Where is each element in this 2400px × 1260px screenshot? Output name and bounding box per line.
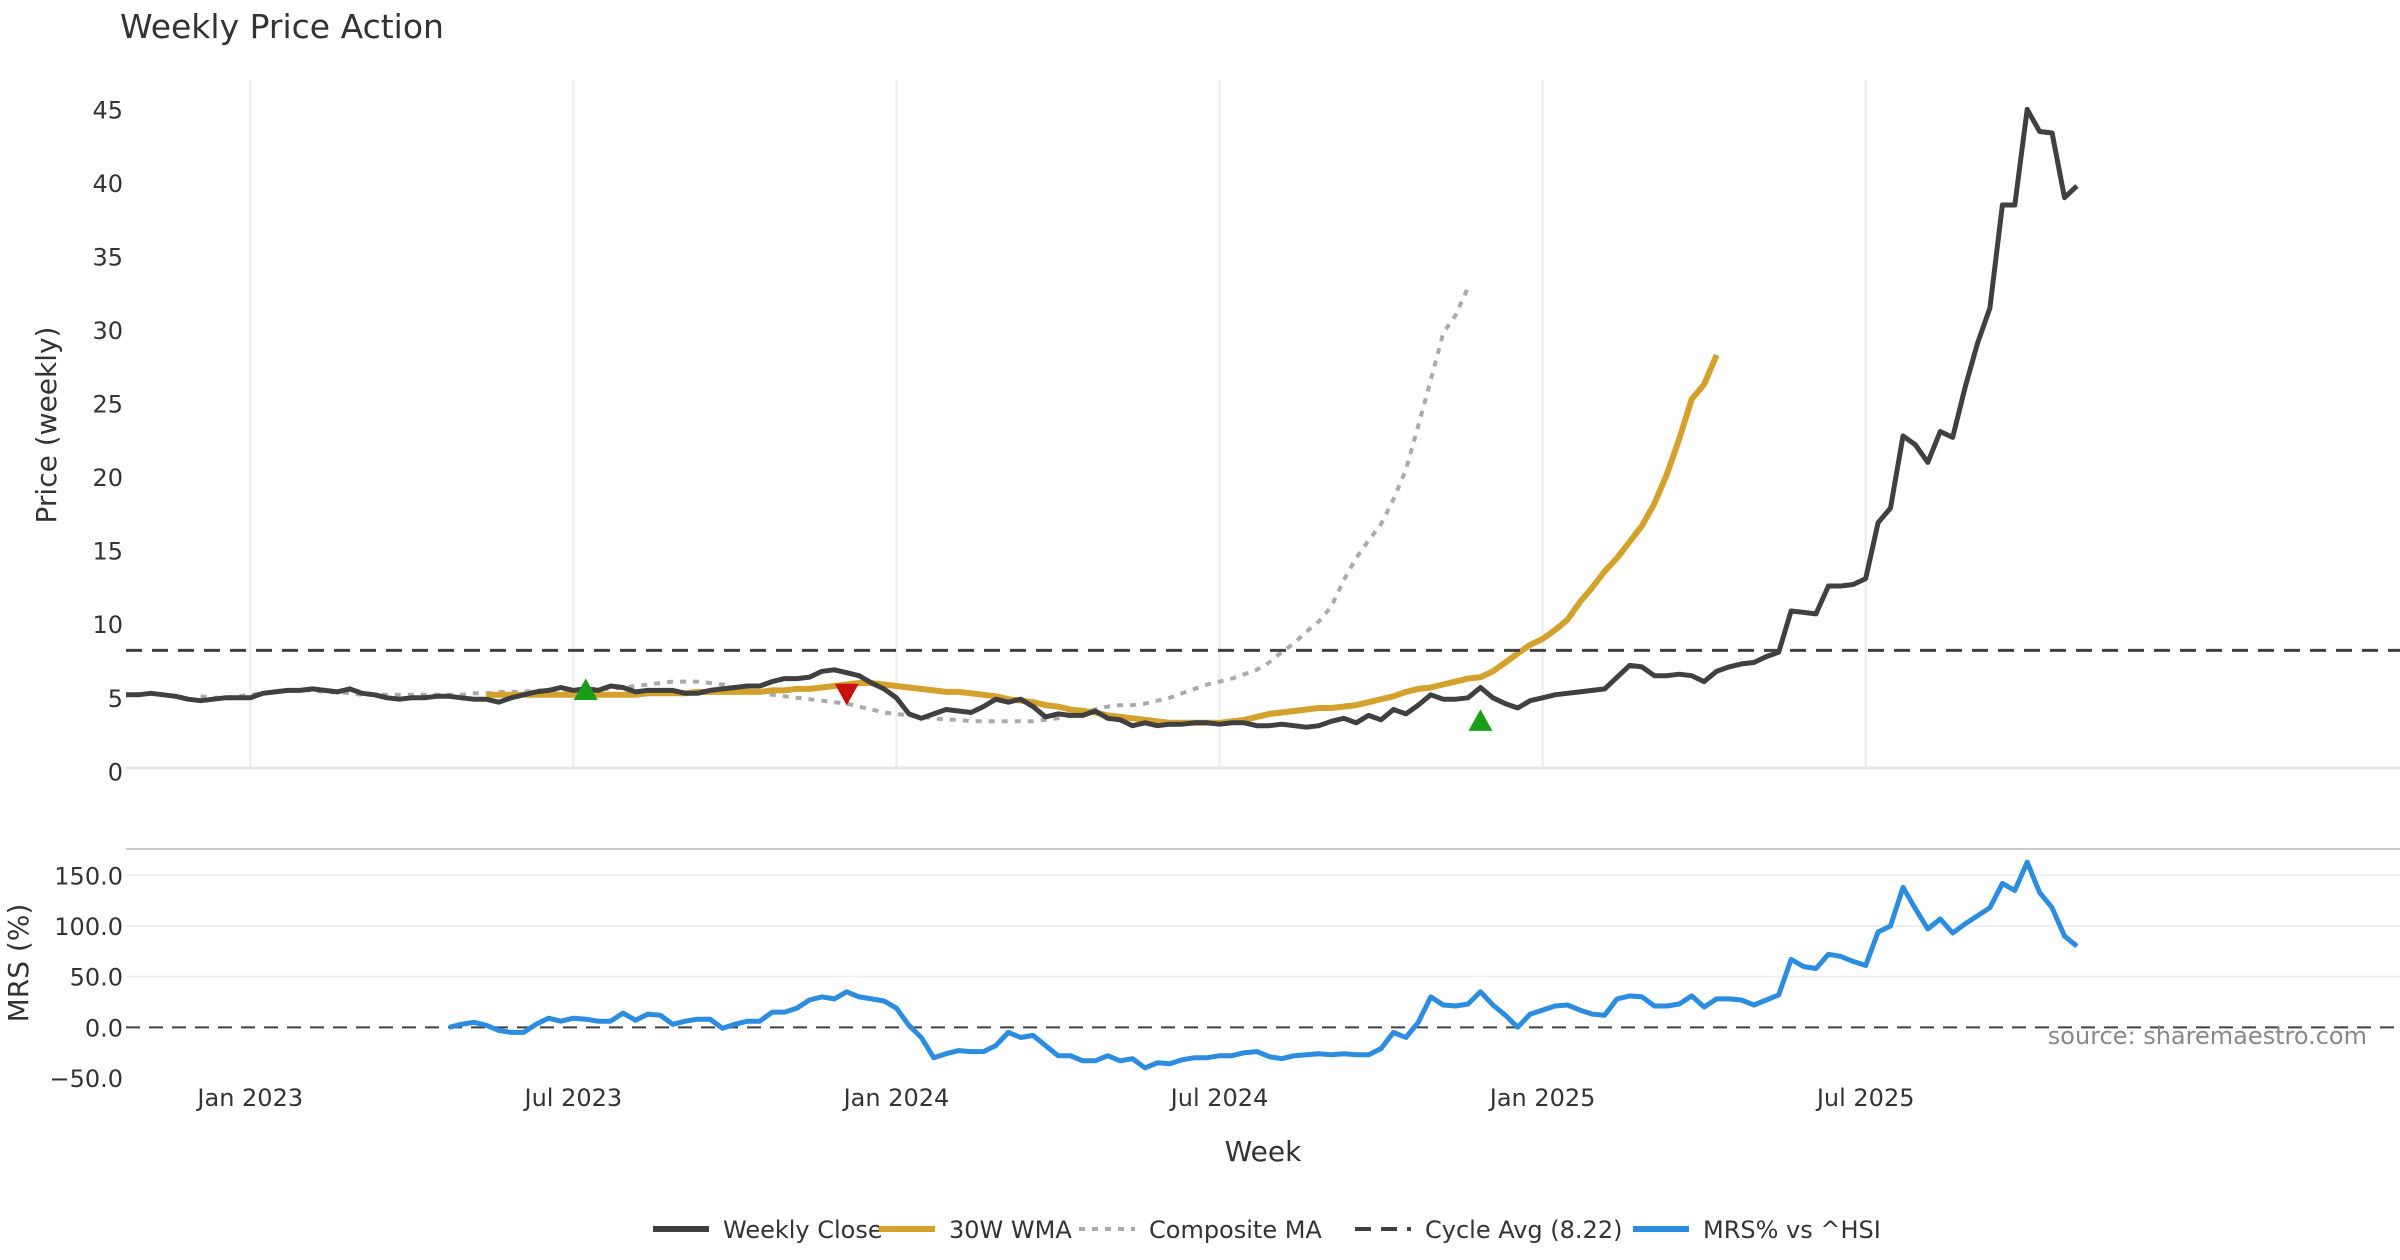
price-y-axis-label: Price (weekly)	[30, 327, 63, 524]
mrs-y-tick-label: 150.0	[54, 862, 123, 890]
legend-label: Composite MA	[1149, 1216, 1322, 1244]
x-tick-label: Jan 2023	[195, 1084, 303, 1112]
legend-item: MRS% vs ^HSI	[1633, 1216, 1881, 1244]
x-tick-label: Jul 2024	[1169, 1084, 1269, 1112]
x-tick-label: Jan 2025	[1488, 1084, 1596, 1112]
legend-item: Weekly Close	[653, 1216, 883, 1244]
price-y-tick-label: 45	[92, 96, 123, 124]
mrs-y-tick-label: 100.0	[54, 913, 123, 941]
buy-signal-marker	[1468, 709, 1493, 731]
vertical-gridlines	[249, 80, 1867, 768]
x-tick-label: Jan 2024	[842, 1084, 950, 1112]
mrs-series	[448, 859, 2079, 1071]
x-tick-label: Jul 2023	[523, 1084, 623, 1112]
weekly-close-line	[126, 106, 2079, 730]
composite-ma-line	[200, 286, 1470, 724]
buy-signal-marker	[573, 678, 598, 700]
price-y-tick-label: 0	[108, 758, 123, 786]
legend-label: 30W WMA	[949, 1216, 1072, 1244]
mrs-line	[448, 859, 2079, 1071]
chart-title: Weekly Price Action	[120, 7, 444, 46]
price-y-tick-label: 25	[92, 391, 123, 419]
mrs-panel: 150.0 100.0 50.0 0.0 −50.0 MRS (%) source: s…	[2, 859, 2400, 1093]
price-y-tick-label: 10	[92, 611, 123, 639]
price-panel: 0 5 10 15 20 25 30 35 40 45 Price (weekly)	[30, 96, 2400, 786]
x-tick-label: Jul 2025	[1815, 1084, 1915, 1112]
mrs-y-tick-label: −50.0	[49, 1065, 123, 1093]
price-y-tick-label: 20	[92, 464, 123, 492]
price-y-tick-label: 15	[92, 538, 123, 566]
mrs-y-ticks: 150.0 100.0 50.0 0.0 −50.0	[49, 862, 2400, 1093]
price-y-tick-label: 5	[108, 685, 123, 713]
legend-item: Composite MA	[1079, 1216, 1322, 1244]
mrs-y-tick-label: 50.0	[70, 964, 123, 992]
mrs-y-axis-label: MRS (%)	[2, 904, 35, 1023]
price-y-tick-label: 30	[92, 317, 123, 345]
source-note: source: sharemaestro.com	[2048, 1022, 2367, 1050]
legend-label: Weekly Close	[723, 1216, 883, 1244]
legend-item: Cycle Avg (8.22)	[1355, 1216, 1622, 1244]
price-series	[126, 106, 2079, 730]
x-tick-labels: Jan 2023 Jul 2023 Jan 2024 Jul 2024 Jan 2025…	[195, 1084, 1914, 1112]
legend-label: MRS% vs ^HSI	[1703, 1216, 1881, 1244]
legend-item: 30W WMA	[879, 1216, 1072, 1244]
sell-signal-marker	[834, 683, 859, 706]
price-y-tick-label: 35	[92, 244, 123, 272]
signal-markers	[573, 678, 1493, 731]
legend-label: Cycle Avg (8.22)	[1425, 1216, 1622, 1244]
x-axis-label: Week	[1225, 1135, 1302, 1168]
price-y-ticks: 0 5 10 15 20 25 30 35 40 45	[92, 96, 123, 786]
legend: Weekly Close 30W WMA Composite MA Cycle Avg…	[653, 1216, 1881, 1244]
wma-30w-line	[486, 353, 1720, 726]
mrs-y-tick-label: 0.0	[85, 1014, 123, 1042]
price-y-tick-label: 40	[92, 170, 123, 198]
